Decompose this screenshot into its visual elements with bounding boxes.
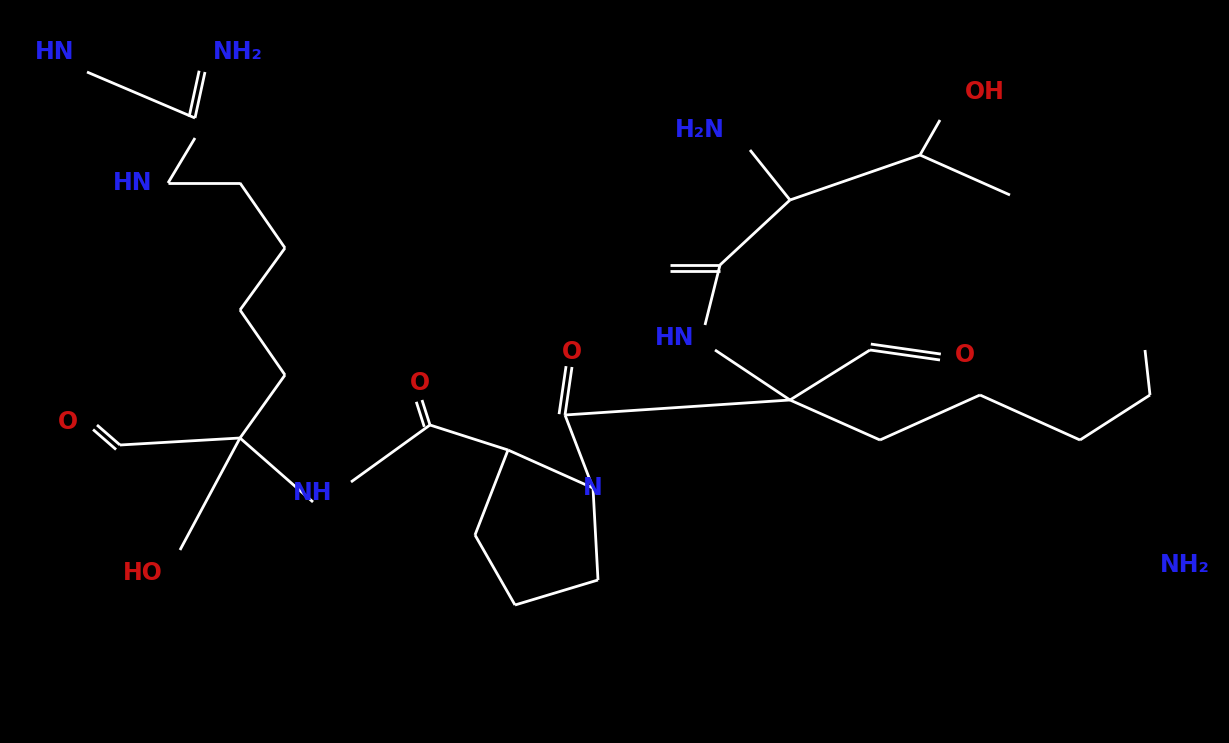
Text: O: O — [58, 410, 79, 434]
Text: NH₂: NH₂ — [1160, 553, 1209, 577]
Text: NH₂: NH₂ — [213, 40, 263, 64]
Text: OH: OH — [965, 80, 1005, 104]
Text: HO: HO — [123, 561, 163, 585]
Text: O: O — [955, 343, 975, 367]
Text: O: O — [562, 340, 583, 364]
Text: HN: HN — [655, 326, 694, 350]
Text: O: O — [410, 371, 430, 395]
Text: HN: HN — [36, 40, 75, 64]
Text: N: N — [583, 476, 603, 500]
Text: NH: NH — [294, 481, 333, 505]
Text: H₂N: H₂N — [675, 118, 725, 142]
Text: HN: HN — [113, 171, 152, 195]
